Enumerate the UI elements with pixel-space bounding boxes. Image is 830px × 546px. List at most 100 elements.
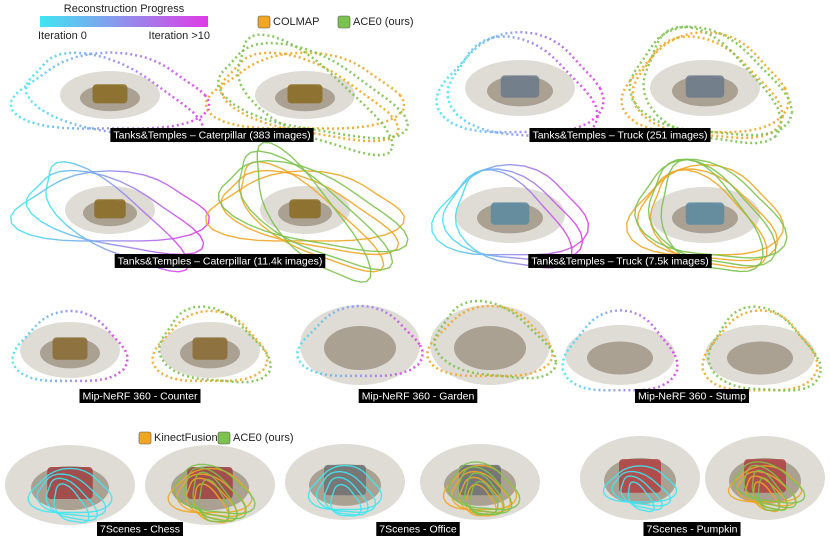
camera-trajectory bbox=[220, 169, 400, 256]
camera-trajectory bbox=[236, 33, 395, 157]
camera-trajectory bbox=[647, 158, 777, 267]
panel-caption: 7Scenes - Pumpkin bbox=[646, 523, 737, 535]
point-cloud bbox=[727, 341, 793, 375]
legend-label: ACE0 (ours) bbox=[353, 16, 414, 28]
camera-trajectory bbox=[707, 305, 823, 392]
legends: COLMAP ACE0 (ours) KinectFusion ACE0 (ours) bbox=[138, 15, 414, 445]
scene-object bbox=[685, 75, 725, 98]
caption-background bbox=[376, 522, 460, 536]
legend-swatch bbox=[217, 431, 231, 445]
camera-trajectory bbox=[9, 51, 211, 130]
camera-trajectory bbox=[25, 169, 205, 256]
panel-caption: Tanks&Temples – Truck (7.5k images) bbox=[531, 255, 708, 267]
scene-images bbox=[5, 25, 825, 525]
camera-trajectory bbox=[217, 159, 409, 253]
camera-trajectory bbox=[561, 308, 679, 392]
caption-background bbox=[110, 128, 314, 142]
caption-background bbox=[114, 254, 326, 268]
camera-trajectory bbox=[752, 481, 780, 513]
camera-trajectory bbox=[204, 51, 406, 130]
caption-background bbox=[529, 128, 711, 142]
legend-swatch bbox=[257, 15, 271, 29]
camera-trajectory bbox=[757, 477, 781, 512]
camera-trajectory bbox=[53, 483, 90, 524]
camera-trajectory bbox=[701, 308, 819, 392]
camera-trajectory bbox=[307, 464, 383, 511]
legend-label: ACE0 (ours) bbox=[233, 432, 294, 444]
captions: Tanks&Temples – Caterpillar (383 images)… bbox=[79, 128, 749, 536]
camera-trajectory bbox=[192, 471, 238, 522]
camera-trajectory bbox=[173, 463, 256, 515]
camera-trajectory bbox=[205, 170, 405, 242]
camera-trajectory bbox=[157, 305, 273, 384]
camera-trajectory bbox=[296, 304, 424, 378]
camera-trajectory bbox=[611, 470, 672, 507]
camera-trajectory bbox=[636, 168, 779, 262]
caption-background bbox=[635, 389, 749, 403]
camera-trajectory bbox=[468, 480, 499, 516]
camera-trajectory bbox=[315, 470, 377, 513]
point-cloud bbox=[454, 326, 526, 370]
camera-trajectory bbox=[454, 169, 573, 269]
camera-trajectory bbox=[743, 464, 797, 509]
scene-object bbox=[744, 459, 786, 493]
legend-swatch bbox=[337, 15, 351, 29]
caption-background bbox=[79, 389, 201, 403]
camera-trajectory bbox=[627, 481, 655, 513]
panel-caption: Mip-NeRF 360 - Garden bbox=[362, 390, 475, 402]
camera-trajectory bbox=[329, 483, 362, 517]
camera-trajectory bbox=[727, 465, 803, 503]
scene-object bbox=[500, 75, 540, 98]
camera-trajectory bbox=[634, 158, 788, 259]
legend-swatch bbox=[138, 431, 152, 445]
camera-trajectory bbox=[602, 465, 678, 503]
scene-object bbox=[289, 199, 321, 219]
scene-object bbox=[192, 337, 228, 360]
camera-trajectory bbox=[198, 478, 230, 523]
camera-trajectory bbox=[27, 467, 113, 514]
camera-trajectory bbox=[751, 469, 788, 511]
camera-trajectory bbox=[620, 30, 790, 134]
panel-caption: Mip-NeRF 360 - Stump bbox=[638, 390, 746, 402]
camera-trajectory bbox=[219, 51, 400, 143]
camera-trajectory bbox=[447, 461, 521, 511]
caption-background bbox=[528, 254, 712, 268]
scene-object bbox=[94, 199, 126, 219]
panel-caption: Tanks&Temples – Caterpillar (383 images) bbox=[113, 129, 310, 141]
camera-trajectory bbox=[217, 41, 410, 140]
camera-trajectory bbox=[36, 473, 107, 518]
camera-trajectory bbox=[426, 304, 554, 378]
caption-background bbox=[358, 389, 478, 403]
panel-caption: Tanks&Temples – Caterpillar (11.4k image… bbox=[118, 255, 323, 267]
legend-label: COLMAP bbox=[273, 16, 319, 28]
camera-trajectory bbox=[620, 475, 663, 511]
camera-trajectory bbox=[10, 170, 210, 242]
panel-caption: 7Scenes - Office bbox=[379, 523, 457, 535]
scene-object bbox=[52, 337, 88, 360]
panel-caption: 7Scenes - Chess bbox=[100, 523, 180, 535]
panel-caption: Tanks&Temples – Truck (251 images) bbox=[532, 129, 707, 141]
progress-start: Iteration 0 bbox=[38, 30, 87, 42]
scene-object bbox=[619, 459, 661, 493]
scene-object bbox=[92, 84, 128, 104]
scene-object bbox=[287, 84, 323, 104]
progress-end: Iteration >10 bbox=[149, 30, 210, 42]
point-cloud bbox=[324, 326, 396, 370]
camera-trajectory bbox=[464, 483, 497, 517]
panel-caption: Mip-NeRF 360 - Counter bbox=[83, 390, 198, 402]
camera-trajectory bbox=[433, 299, 558, 380]
caption-background bbox=[643, 522, 741, 536]
camera-trajectory bbox=[625, 163, 785, 256]
caption-background bbox=[97, 522, 183, 536]
scene-object bbox=[685, 202, 725, 225]
camera-trajectory bbox=[238, 150, 394, 271]
camera-trajectory bbox=[456, 466, 513, 514]
camera-trajectory bbox=[45, 477, 98, 522]
camera-trajectory bbox=[323, 476, 369, 516]
legend-label: KinectFusion bbox=[154, 432, 218, 444]
progress-bar bbox=[40, 16, 208, 27]
point-cloud bbox=[587, 341, 653, 375]
camera-trajectory bbox=[183, 466, 247, 520]
